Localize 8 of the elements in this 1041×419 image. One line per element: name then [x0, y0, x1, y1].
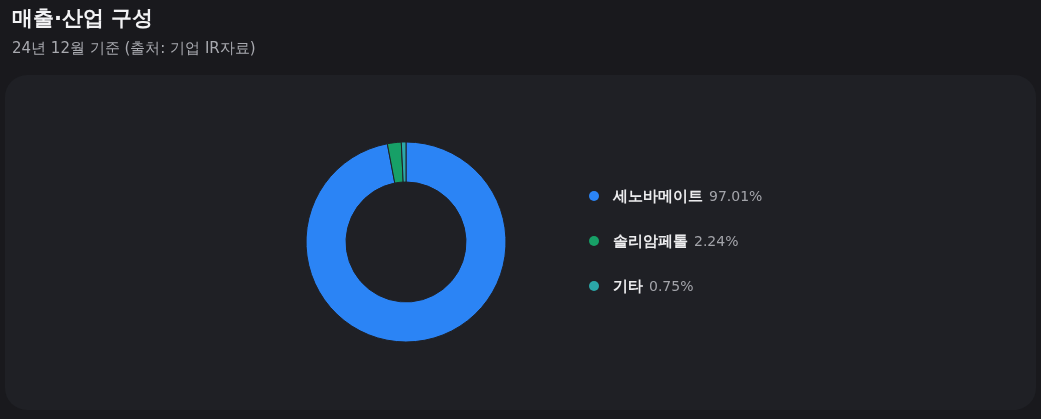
- text: 매출·산업 구성: [12, 5, 154, 32]
- legend-label: 솔리암페톨: [613, 231, 688, 251]
- legend-label: 기타: [613, 276, 643, 296]
- legend-label: 세노바메이트: [613, 186, 703, 206]
- data-label: 97.01%: [709, 188, 763, 204]
- text: 24년 12월 기준 (출처: 기업 IR자료): [12, 39, 256, 58]
- data-label: 2.24%: [694, 233, 739, 249]
- data-label: 0.75%: [649, 278, 694, 294]
